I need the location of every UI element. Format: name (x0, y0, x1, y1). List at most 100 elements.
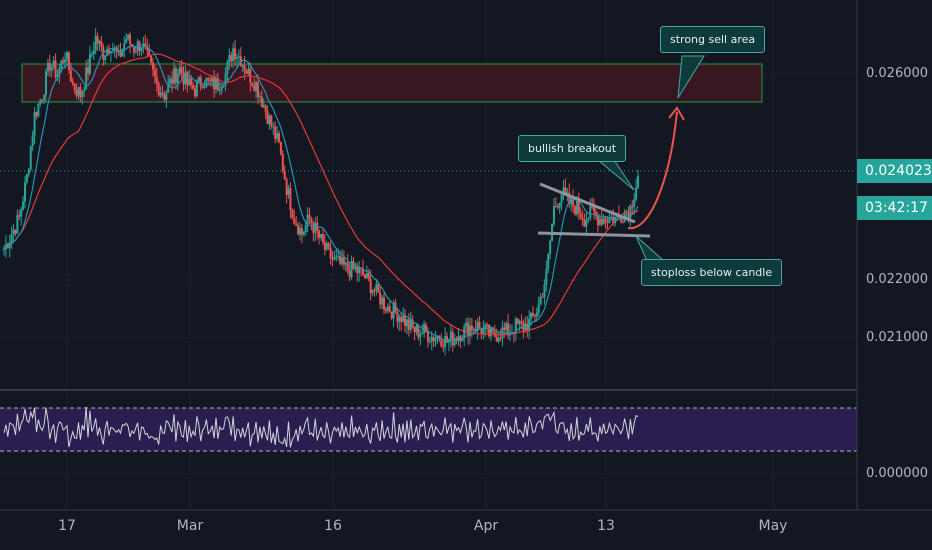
candle-body (220, 86, 223, 91)
candle-body (98, 41, 101, 44)
candle-body (297, 225, 300, 235)
candle-body (151, 62, 154, 70)
candle-body (211, 77, 214, 82)
x-tick-label: 13 (597, 518, 615, 534)
candle-body (146, 46, 149, 51)
candle-body (531, 312, 534, 316)
candle-body (573, 206, 576, 215)
candle-body (127, 34, 130, 40)
candle-body (81, 90, 84, 98)
candle-body (312, 223, 315, 233)
candle-body (430, 336, 433, 342)
candle-body (245, 71, 248, 74)
candle-body (94, 36, 97, 51)
candle-body (631, 205, 634, 208)
candle-body (327, 243, 330, 248)
candle-body (134, 51, 137, 53)
candle-body (365, 273, 368, 279)
candle-body (373, 290, 376, 292)
candle-body (209, 79, 212, 82)
candle-body (510, 332, 513, 334)
candle-body (24, 182, 27, 202)
candle-body (451, 332, 454, 346)
candle-body (48, 62, 51, 71)
candle-body (234, 48, 237, 59)
candle-body (384, 309, 387, 312)
candle-body (444, 336, 447, 348)
candle-body (60, 60, 63, 68)
candles (3, 28, 639, 356)
candle-body (205, 77, 208, 87)
candle-body (6, 244, 9, 249)
candle-body (56, 75, 59, 78)
candle-body (392, 302, 395, 319)
candle-body (197, 77, 200, 82)
candle-body (18, 215, 21, 217)
candle-body (130, 43, 133, 47)
candle-body (293, 218, 296, 224)
candle-body (541, 296, 544, 298)
candle-body (113, 47, 116, 49)
candle-body (635, 187, 638, 200)
candle-body (262, 105, 265, 107)
candle-body (308, 214, 311, 218)
candle-body (562, 187, 565, 195)
candle-body (100, 41, 103, 47)
candle-body (14, 229, 17, 234)
rsi-band (0, 408, 857, 451)
candle-body (121, 49, 124, 57)
candle-body (291, 210, 294, 219)
candle-body (159, 92, 162, 96)
candle-body (499, 338, 502, 340)
candle-body (356, 266, 359, 273)
candle-body (633, 199, 636, 208)
candle-body (33, 112, 36, 136)
candle-body (180, 67, 183, 74)
candle-body (415, 325, 418, 333)
candle-body (129, 34, 132, 44)
candle-body (172, 68, 175, 84)
candle-body (585, 219, 588, 227)
candle-body (495, 336, 498, 342)
candle-body (90, 53, 93, 55)
candle-body (449, 332, 452, 340)
candle-body (486, 324, 489, 326)
candle-body (453, 338, 456, 346)
candle-body (150, 56, 153, 63)
candle-body (92, 50, 95, 54)
candle-body (383, 297, 386, 310)
candle-body (627, 211, 630, 219)
candle-body (518, 321, 521, 325)
candle-body (12, 229, 15, 235)
candle-body (411, 320, 414, 328)
candle-body (289, 188, 292, 211)
candle-body (50, 67, 53, 71)
candle-body (503, 327, 506, 330)
candle-body (52, 60, 55, 68)
candle-body (413, 327, 416, 333)
candle-body (579, 213, 582, 218)
candle-body (203, 86, 206, 88)
candle-body (29, 146, 32, 170)
candle-body (377, 284, 380, 293)
candle-body (277, 133, 280, 143)
candle-body (3, 249, 5, 251)
candle-body (621, 221, 624, 223)
candle-body (222, 85, 225, 87)
candle-body (283, 170, 286, 180)
candle-body (228, 54, 231, 62)
candle-body (69, 69, 72, 82)
candle-body (543, 284, 546, 298)
candle-body (260, 96, 263, 107)
candle-body (350, 261, 353, 278)
candle-body (10, 234, 13, 243)
candle-body (153, 69, 156, 77)
candle-body (610, 216, 613, 218)
sell-callout-tail (677, 55, 705, 99)
candle-body (321, 234, 324, 243)
projection-curve (627, 111, 678, 230)
candle-body (87, 67, 90, 74)
candle-body (201, 85, 204, 88)
candle-body (287, 188, 290, 195)
candle-body (226, 61, 229, 74)
